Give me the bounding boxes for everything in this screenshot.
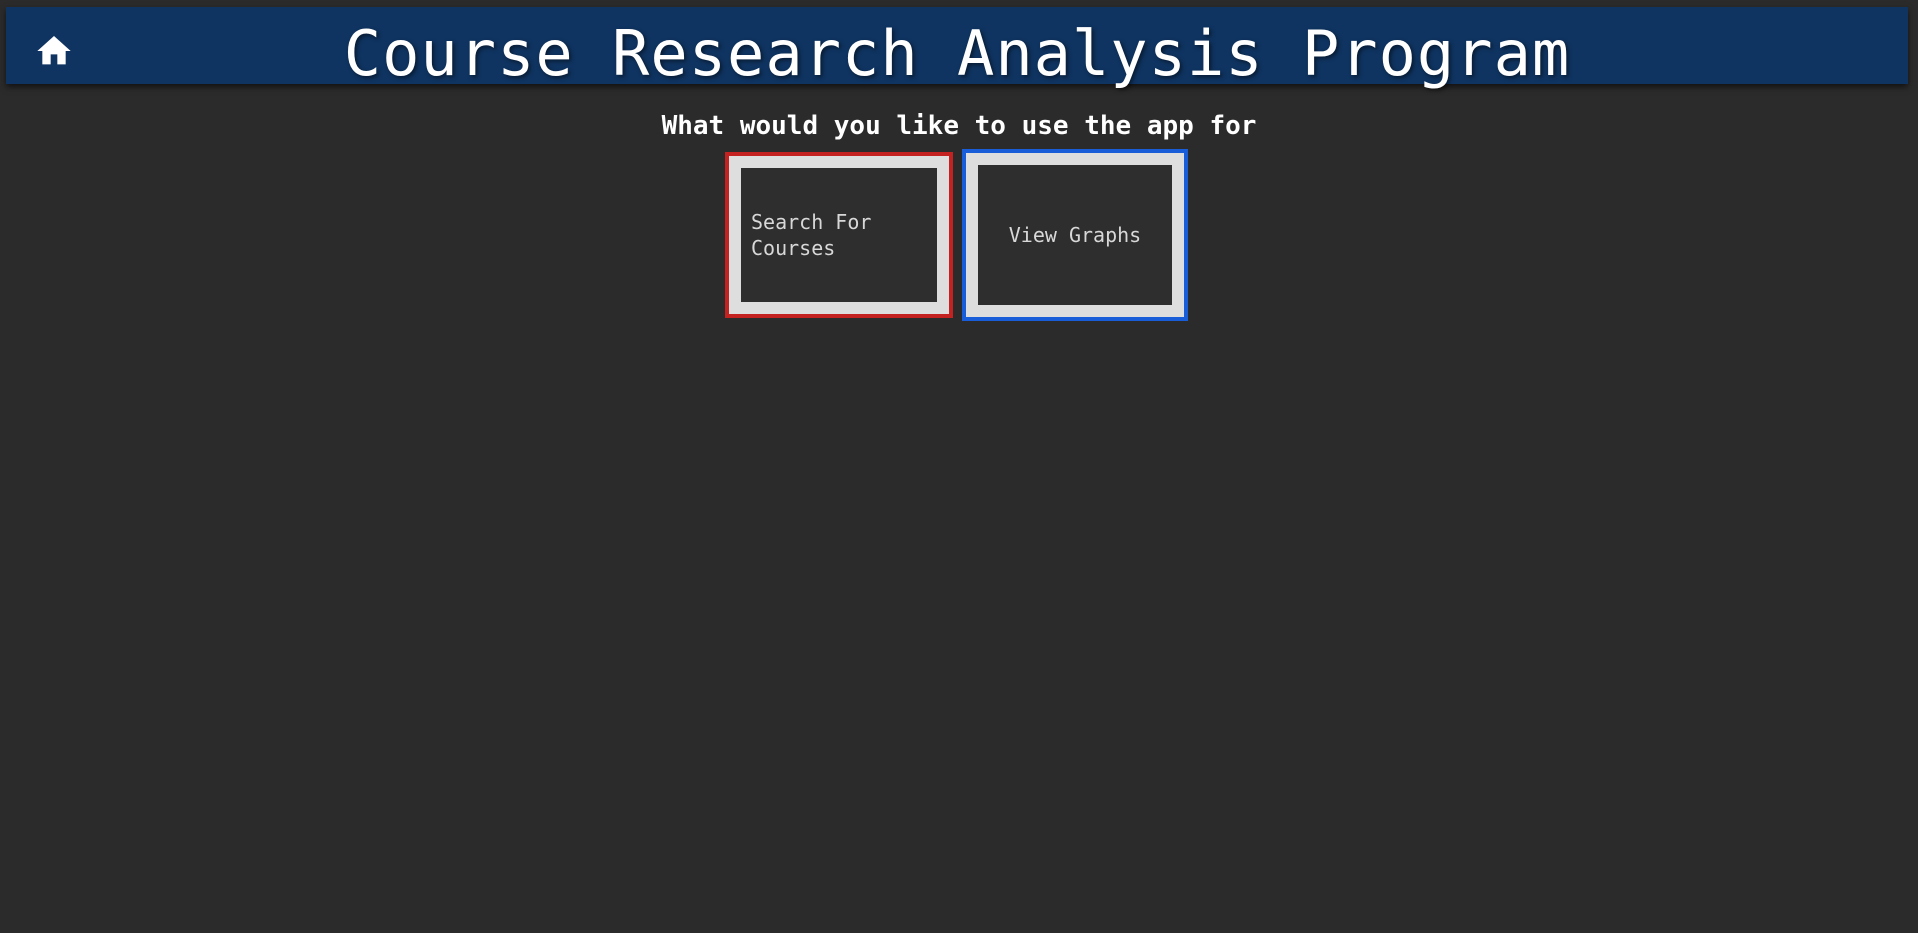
home-icon	[34, 31, 76, 71]
home-button[interactable]	[34, 31, 76, 73]
button-frame: Search For Courses	[729, 156, 949, 314]
prompt-text: What would you like to use the app for	[661, 111, 1257, 141]
view-graphs-button[interactable]: View Graphs	[962, 149, 1188, 321]
page-title: Course Research Analysis Program	[343, 17, 1571, 90]
search-for-courses-button[interactable]: Search For Courses	[725, 152, 953, 318]
search-for-courses-label: Search For Courses	[741, 168, 937, 302]
button-frame: View Graphs	[966, 153, 1184, 317]
app-header: Course Research Analysis Program	[6, 7, 1908, 90]
view-graphs-label: View Graphs	[978, 165, 1172, 305]
